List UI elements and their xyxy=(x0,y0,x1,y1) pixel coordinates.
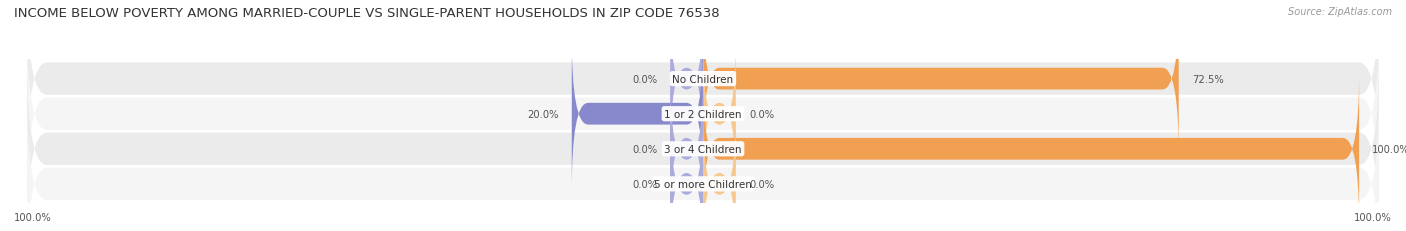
Text: 100.0%: 100.0% xyxy=(14,212,52,222)
FancyBboxPatch shape xyxy=(27,25,1379,203)
FancyBboxPatch shape xyxy=(703,38,735,191)
Text: 72.5%: 72.5% xyxy=(1192,74,1223,84)
FancyBboxPatch shape xyxy=(671,3,703,156)
Text: 5 or more Children: 5 or more Children xyxy=(654,179,752,189)
Text: 3 or 4 Children: 3 or 4 Children xyxy=(664,144,742,154)
FancyBboxPatch shape xyxy=(671,108,703,231)
FancyBboxPatch shape xyxy=(27,95,1379,231)
Text: 0.0%: 0.0% xyxy=(749,109,775,119)
FancyBboxPatch shape xyxy=(671,73,703,226)
Text: 0.0%: 0.0% xyxy=(631,74,657,84)
Text: 20.0%: 20.0% xyxy=(527,109,558,119)
FancyBboxPatch shape xyxy=(572,38,703,191)
Text: 0.0%: 0.0% xyxy=(631,179,657,189)
Text: 100.0%: 100.0% xyxy=(1354,212,1392,222)
Text: No Children: No Children xyxy=(672,74,734,84)
FancyBboxPatch shape xyxy=(703,73,1360,226)
Text: INCOME BELOW POVERTY AMONG MARRIED-COUPLE VS SINGLE-PARENT HOUSEHOLDS IN ZIP COD: INCOME BELOW POVERTY AMONG MARRIED-COUPL… xyxy=(14,7,720,20)
Text: 0.0%: 0.0% xyxy=(631,144,657,154)
Text: 0.0%: 0.0% xyxy=(749,179,775,189)
FancyBboxPatch shape xyxy=(27,0,1379,168)
FancyBboxPatch shape xyxy=(703,3,1178,156)
Text: 1 or 2 Children: 1 or 2 Children xyxy=(664,109,742,119)
FancyBboxPatch shape xyxy=(703,108,735,231)
FancyBboxPatch shape xyxy=(27,61,1379,231)
Text: 100.0%: 100.0% xyxy=(1372,144,1406,154)
Text: Source: ZipAtlas.com: Source: ZipAtlas.com xyxy=(1288,7,1392,17)
